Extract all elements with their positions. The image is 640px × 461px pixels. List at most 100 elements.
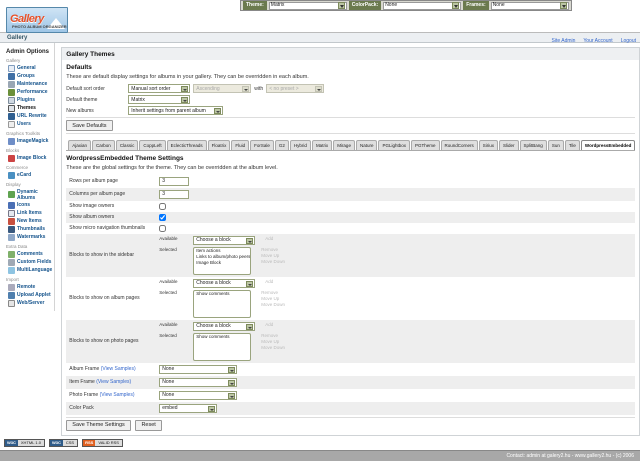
- theme-select[interactable]: Matrix: [268, 1, 347, 10]
- setting-text-input[interactable]: [159, 189, 190, 199]
- tab-matrix[interactable]: Matrix: [311, 140, 333, 150]
- tab-hybrid[interactable]: Hybrid: [289, 140, 311, 150]
- gallery-logo[interactable]: Gallery PHOTO ALBUM ORGANIZER: [6, 7, 68, 33]
- tab-fluid[interactable]: Fluid: [231, 140, 250, 150]
- save-defaults-button[interactable]: Save Defaults: [66, 120, 113, 131]
- sidebar-item-dynamic-albums[interactable]: Dynamic Albums: [4, 188, 52, 201]
- block-action-move-up[interactable]: Move Up: [261, 338, 280, 344]
- tab-mirage[interactable]: Mirage: [333, 140, 355, 150]
- available-block-select[interactable]: Choose a block: [193, 321, 256, 331]
- link-logout[interactable]: Logout: [620, 38, 636, 44]
- tab-sun[interactable]: Sun: [547, 140, 564, 150]
- sort-direction-select: Ascending: [193, 84, 252, 93]
- sidebar-item-maintenance[interactable]: Maintenance: [4, 80, 52, 88]
- tab-slider[interactable]: Slider: [499, 140, 519, 150]
- link-your-account[interactable]: Your Account: [583, 38, 613, 44]
- sidebar-item-url-rewrite[interactable]: URL Rewrite: [4, 112, 52, 120]
- sidebar-item-icons[interactable]: Icons: [4, 201, 52, 209]
- tab-wordpressembedded[interactable]: WordpressEmbedded: [580, 140, 636, 150]
- sidebar-item-custom-fields[interactable]: Custom Fields: [4, 258, 52, 266]
- sidebar-item-multilanguage[interactable]: MultiLanguage: [4, 266, 52, 274]
- sidebar-item-themes[interactable]: Themes: [4, 104, 52, 112]
- validation-badge[interactable]: W3C CSS: [48, 438, 79, 447]
- sidebar-item-comments[interactable]: Comments: [4, 250, 52, 258]
- sidebar-item-plugins[interactable]: Plugins: [4, 96, 52, 104]
- block-action-move-down[interactable]: Move Down: [261, 301, 286, 307]
- sidebar-item-groups[interactable]: Groups: [4, 72, 52, 80]
- block-action-remove[interactable]: Remove: [261, 332, 279, 338]
- frame-select[interactable]: None: [159, 377, 238, 387]
- frames-select[interactable]: None: [490, 1, 569, 10]
- tab-nature[interactable]: Nature: [355, 140, 378, 150]
- sidebar-item-remote[interactable]: Remote: [4, 283, 52, 291]
- view-samples-link[interactable]: (View Samples): [100, 366, 136, 372]
- tab-coppleft[interactable]: CoppLeft: [139, 140, 166, 150]
- block-action-move-down[interactable]: Move Down: [261, 344, 286, 350]
- block-action-remove[interactable]: Remove: [261, 246, 279, 252]
- tab-siriux[interactable]: Siriux: [478, 140, 499, 150]
- block-action-move-down[interactable]: Move Down: [261, 258, 286, 264]
- tab-g2[interactable]: G2: [274, 140, 289, 150]
- sidebar-item-ecard[interactable]: eCard: [4, 171, 52, 179]
- tab-eclecticthreads[interactable]: EclecticThreads: [166, 140, 207, 150]
- block-action-move-up[interactable]: Move Up: [261, 252, 280, 258]
- sidebar-item-label: Plugins: [17, 97, 36, 103]
- tab-ajaxian[interactable]: Ajaxian: [68, 140, 92, 150]
- tab-tile[interactable]: Tile: [564, 140, 580, 150]
- reset-button[interactable]: Reset: [135, 419, 162, 431]
- sidebar-item-link-items[interactable]: Link Items: [4, 209, 52, 217]
- tab-classic[interactable]: Classic: [115, 140, 139, 150]
- selected-blocks-list[interactable]: Show comments: [193, 289, 252, 318]
- breadcrumb-gallery[interactable]: Gallery: [7, 34, 28, 41]
- tab-carbon[interactable]: Carbon: [92, 140, 115, 150]
- tab-roundcorners[interactable]: RoundCorners: [440, 140, 478, 150]
- tab-splitbang[interactable]: SplitBang: [519, 140, 547, 150]
- new-albums-select[interactable]: Inherit settings from parent album: [128, 106, 224, 115]
- add-block-link[interactable]: Add: [265, 321, 274, 327]
- validation-badge[interactable]: RSS VALID RSS: [82, 438, 123, 447]
- selected-blocks-list[interactable]: Show comments: [193, 332, 252, 361]
- sidebar-item-imagemagick[interactable]: ImageMagick: [4, 137, 52, 145]
- chevron-down-icon: [337, 2, 345, 9]
- sidebar-item-thumbnails[interactable]: Thumbnails: [4, 225, 52, 233]
- block-action-move-up[interactable]: Move Up: [261, 295, 280, 301]
- selected-block-option[interactable]: Show comments: [194, 291, 250, 297]
- setting-checkbox[interactable]: [159, 202, 167, 210]
- selected-blocks-list[interactable]: Item actionsLinks to album/photo peersIm…: [193, 246, 252, 275]
- selected-block-option[interactable]: Image Block: [194, 260, 250, 266]
- tab-pglightbox[interactable]: PGLightbox: [378, 140, 410, 150]
- setting-checkbox[interactable]: [159, 224, 167, 232]
- colorpack-select[interactable]: None: [383, 1, 462, 10]
- tab-forsale[interactable]: ForSale: [250, 140, 274, 150]
- colorpack-value-select[interactable]: embed: [159, 403, 218, 413]
- view-samples-link[interactable]: (View Samples): [99, 392, 135, 398]
- frame-select[interactable]: None: [159, 390, 238, 400]
- setting-checkbox[interactable]: [159, 213, 167, 221]
- tab-floatrix[interactable]: Floatrix: [207, 140, 231, 150]
- dynamic-albums-icon: [8, 191, 15, 198]
- add-block-link[interactable]: Add: [265, 278, 274, 284]
- block-action-remove[interactable]: Remove: [261, 289, 279, 295]
- sidebar-item-new-items[interactable]: New Items: [4, 217, 52, 225]
- frame-select[interactable]: None: [159, 364, 238, 374]
- default-sort-order-select[interactable]: Manual sort order: [128, 84, 191, 93]
- save-theme-settings-button[interactable]: Save Theme Settings: [66, 419, 131, 431]
- sidebar-item-watermarks[interactable]: Watermarks: [4, 233, 52, 241]
- sidebar-item-upload-applet[interactable]: Upload Applet: [4, 291, 52, 299]
- validation-badge[interactable]: W3C XHTML 1.0: [4, 438, 45, 447]
- link-site-admin[interactable]: Site Admin: [551, 38, 576, 44]
- view-samples-link[interactable]: (View Samples): [96, 379, 132, 385]
- sidebar-item-general[interactable]: General: [4, 64, 52, 72]
- selected-block-option[interactable]: Show comments: [194, 334, 250, 340]
- add-block-link[interactable]: Add: [265, 235, 274, 241]
- available-block-select[interactable]: Choose a block: [193, 278, 256, 288]
- themes-panel: Defaults These are default display setti…: [61, 60, 640, 436]
- available-block-select[interactable]: Choose a block: [193, 235, 256, 245]
- tab-pgtheme[interactable]: PGTheme: [410, 140, 440, 150]
- sidebar-item-performance[interactable]: Performance: [4, 88, 52, 96]
- sidebar-item-web-server[interactable]: Web/Server: [4, 299, 52, 307]
- default-theme-select[interactable]: Matrix: [128, 95, 191, 104]
- setting-text-input[interactable]: [159, 176, 190, 186]
- sidebar-item-users[interactable]: Users: [4, 120, 52, 128]
- sidebar-item-image-block[interactable]: Image Block: [4, 154, 52, 162]
